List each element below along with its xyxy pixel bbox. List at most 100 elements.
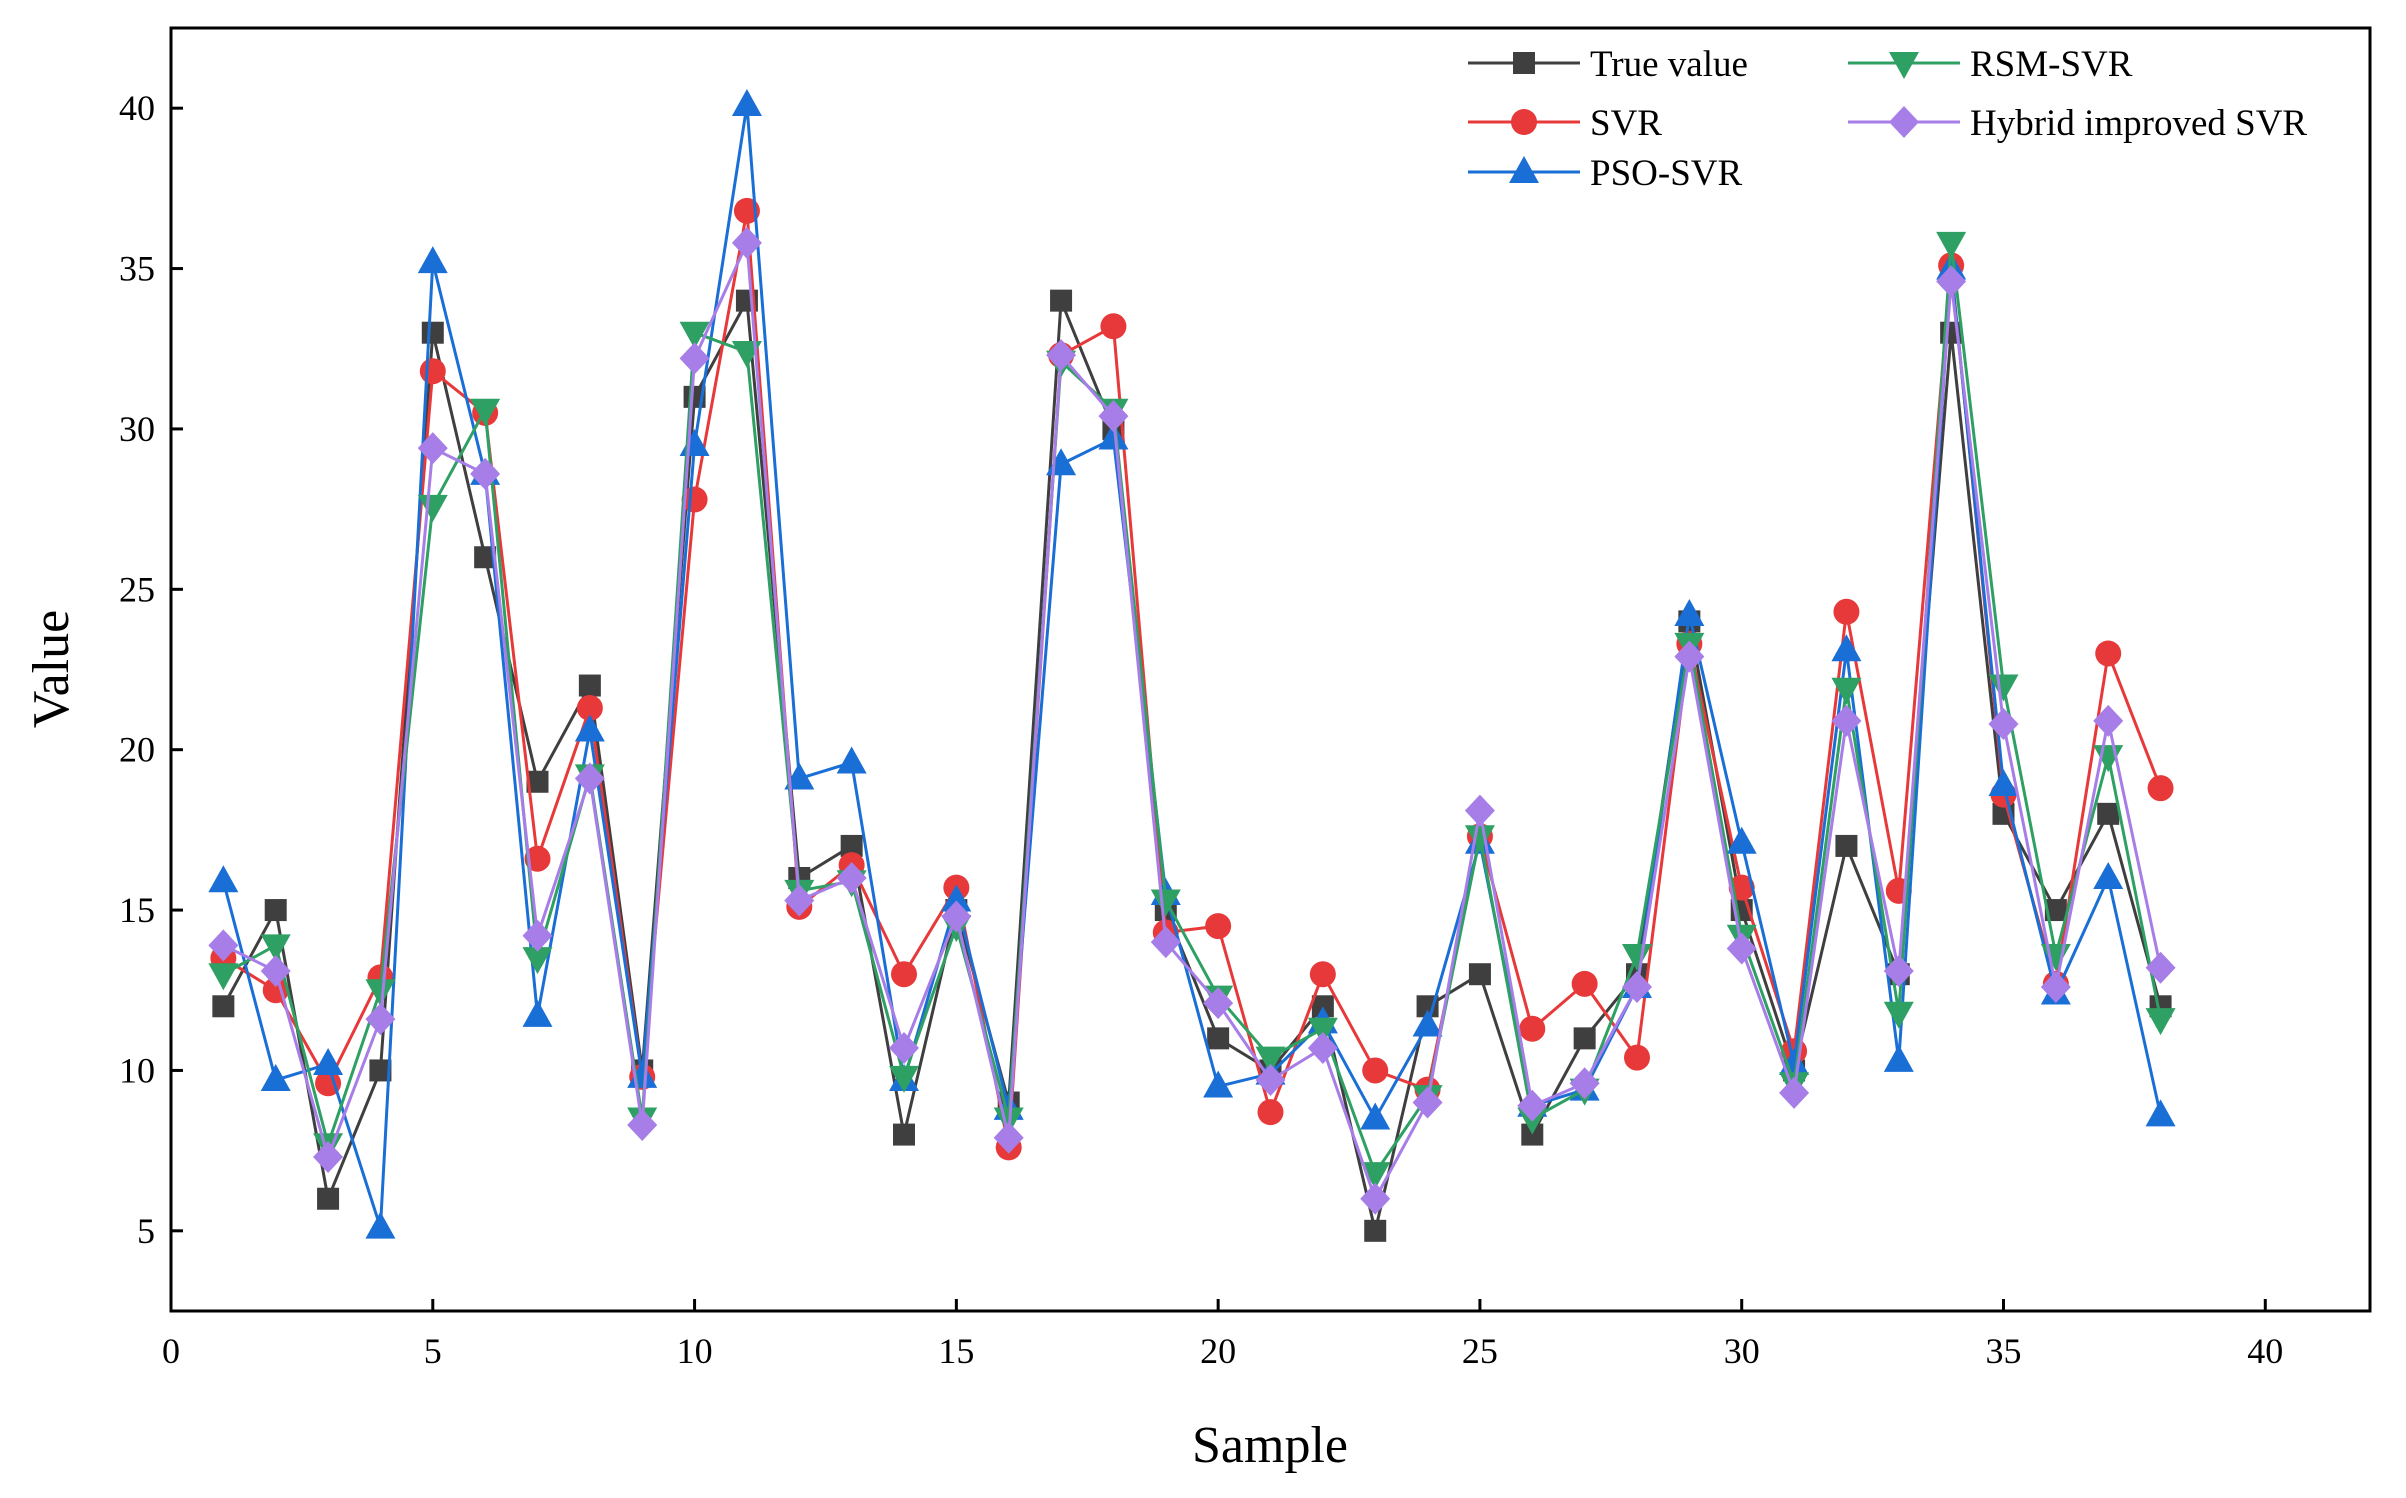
data-point-rsm-svr (1988, 674, 2019, 702)
y-tick-label: 15 (119, 890, 155, 930)
legend-label: True value (1590, 44, 1748, 85)
data-point-true-value (840, 834, 863, 857)
data-point-svr (2147, 775, 2174, 802)
data-point-pso-svr (208, 865, 239, 893)
data-point-pso-svr (1831, 634, 1862, 662)
data-point-hybrid-improved-svr (365, 1003, 396, 1036)
data-point-hybrid-improved-svr (784, 884, 815, 917)
y-tick-label: 10 (119, 1050, 155, 1090)
data-point-pso-svr (1098, 422, 1129, 450)
data-point-pso-svr (313, 1048, 344, 1076)
legend-marker (1889, 52, 1919, 79)
data-point-hybrid-improved-svr (1988, 708, 2019, 741)
data-point-pso-svr (1726, 826, 1757, 854)
data-point-hybrid-improved-svr (1098, 400, 1129, 433)
data-point-hybrid-improved-svr (1622, 971, 1652, 1004)
data-point-rsm-svr (208, 963, 239, 991)
data-point-hybrid-improved-svr (1150, 926, 1181, 959)
y-tick-label: 20 (119, 730, 155, 770)
data-point-svr (1100, 313, 1127, 340)
data-point-svr (2095, 640, 2122, 667)
data-point-pso-svr (1988, 768, 2019, 796)
data-point-rsm-svr (1255, 1046, 1286, 1074)
data-point-rsm-svr (417, 494, 448, 522)
data-point-svr (419, 358, 446, 385)
x-tick-label: 40 (2247, 1331, 2283, 1371)
data-point-hybrid-improved-svr (574, 762, 605, 795)
data-point-pso-svr (1360, 1102, 1391, 1130)
y-tick-label: 25 (119, 569, 155, 609)
data-point-hybrid-improved-svr (1307, 1031, 1338, 1064)
data-point-rsm-svr (679, 321, 710, 349)
data-point-rsm-svr (1360, 1162, 1391, 1190)
data-point-hybrid-improved-svr (836, 861, 867, 894)
data-point-hybrid-improved-svr (470, 457, 501, 490)
legend-label: SVR (1590, 103, 1662, 144)
data-point-true-value (264, 899, 287, 922)
data-point-rsm-svr (1307, 1017, 1338, 1045)
data-point-true-value (369, 1059, 392, 1082)
series-hybrid-improved-svr (208, 226, 2176, 1215)
data-point-pso-svr (574, 714, 605, 742)
data-point-hybrid-improved-svr (1464, 794, 1495, 827)
legend: True value SVR PSO-SVR RSM-SVR Hybrid improv… (1468, 44, 2307, 194)
data-point-hybrid-improved-svr (1936, 265, 1967, 298)
legend-marker (1889, 106, 1919, 138)
data-point-svr (1257, 1099, 1284, 1126)
data-point-hybrid-improved-svr (1412, 1086, 1443, 1119)
data-point-hybrid-improved-svr (889, 1031, 919, 1064)
data-point-svr (315, 1070, 342, 1097)
data-point-hybrid-improved-svr (1674, 640, 1705, 673)
data-point-true-value (212, 995, 235, 1018)
data-point-svr (1362, 1057, 1389, 1084)
data-point-true-value (1573, 1027, 1596, 1050)
legend-item-rsm-svr: RSM-SVR (1848, 44, 2133, 85)
data-point-hybrid-improved-svr (313, 1141, 344, 1174)
data-point-hybrid-improved-svr (1203, 987, 1234, 1020)
data-point-hybrid-improved-svr (2093, 704, 2124, 737)
data-point-rsm-svr (470, 398, 501, 426)
data-point-pso-svr (1883, 1044, 1914, 1072)
data-point-pso-svr (2093, 861, 2124, 889)
data-point-rsm-svr (522, 947, 553, 975)
data-point-rsm-svr (1936, 231, 1967, 259)
data-point-rsm-svr (1622, 943, 1652, 971)
series-line-rsm-svr (222, 241, 2163, 1175)
x-tick-label: 0 (162, 1331, 180, 1371)
data-point-svr (1205, 913, 1232, 940)
data-point-svr (1571, 970, 1598, 997)
data-point-hybrid-improved-svr (627, 1108, 658, 1141)
data-point-svr (576, 694, 603, 721)
data-point-pso-svr (941, 884, 972, 912)
series-layer (208, 88, 2176, 1242)
data-point-pso-svr (1674, 598, 1705, 626)
legend-marker (1511, 109, 1537, 135)
data-point-rsm-svr (1883, 1001, 1914, 1029)
data-point-pso-svr (1203, 1070, 1234, 1098)
data-point-pso-svr (836, 746, 867, 774)
data-point-rsm-svr (260, 934, 291, 962)
data-point-hybrid-improved-svr (941, 900, 972, 933)
data-point-hybrid-improved-svr (1726, 932, 1757, 965)
y-axis: 5 10 15 20 25 30 35 40 (119, 88, 183, 1251)
data-point-hybrid-improved-svr (1517, 1089, 1548, 1122)
data-point-rsm-svr (1464, 825, 1495, 853)
data-point-hybrid-improved-svr (1360, 1182, 1391, 1215)
data-point-svr (1624, 1044, 1650, 1071)
data-point-hybrid-improved-svr (208, 929, 239, 962)
data-point-pso-svr (1412, 1009, 1443, 1037)
data-point-true-value (421, 321, 444, 344)
x-tick-label: 10 (677, 1331, 713, 1371)
data-point-hybrid-improved-svr (260, 955, 291, 988)
plot-frame (169, 26, 2372, 1313)
data-point-hybrid-improved-svr (679, 342, 710, 375)
data-point-hybrid-improved-svr (1255, 1064, 1286, 1097)
y-tick-label: 40 (119, 88, 155, 128)
x-tick-label: 5 (424, 1331, 442, 1371)
legend-item-hybrid-improved-svr: Hybrid improved SVR (1848, 103, 2307, 144)
data-point-true-value (1364, 1219, 1387, 1242)
data-point-hybrid-improved-svr (2145, 951, 2176, 984)
y-tick-label: 35 (119, 249, 155, 289)
data-point-hybrid-improved-svr (522, 919, 553, 952)
